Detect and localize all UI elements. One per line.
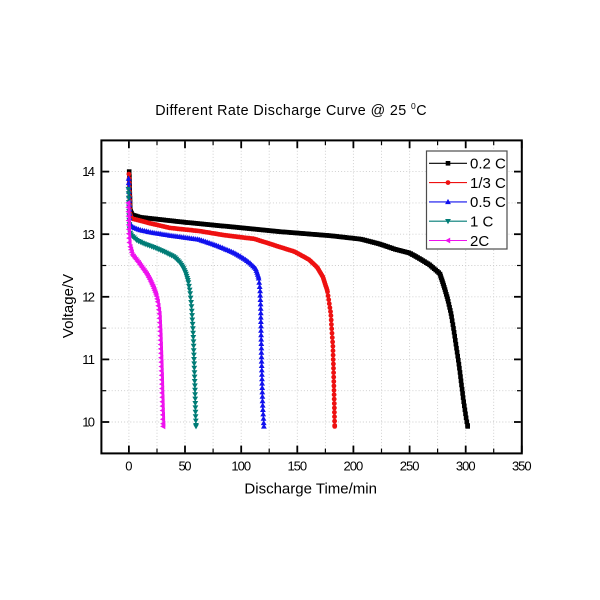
svg-text:12: 12 [82,289,95,304]
svg-text:200: 200 [344,458,364,473]
svg-text:0.2 C: 0.2 C [470,156,506,173]
svg-text:250: 250 [400,458,420,473]
svg-text:100: 100 [231,458,251,473]
svg-text:50: 50 [179,458,192,473]
svg-text:Voltage/V: Voltage/V [60,274,77,338]
svg-text:1 C: 1 C [470,214,494,231]
svg-text:10: 10 [82,415,95,430]
svg-text:300: 300 [456,458,476,473]
svg-text:2C: 2C [470,233,489,250]
svg-text:Different Rate Discharge Curve: Different Rate Discharge Curve @ 25 0C [155,101,427,119]
svg-text:0.5 C: 0.5 C [470,194,506,211]
svg-text:0: 0 [125,458,132,473]
svg-text:14: 14 [82,164,95,179]
svg-text:Discharge Time/min: Discharge Time/min [244,481,377,498]
svg-text:13: 13 [82,227,95,242]
svg-text:150: 150 [287,458,307,473]
svg-text:350: 350 [512,458,532,473]
svg-text:11: 11 [82,352,95,367]
svg-text:1/3 C: 1/3 C [470,175,506,192]
